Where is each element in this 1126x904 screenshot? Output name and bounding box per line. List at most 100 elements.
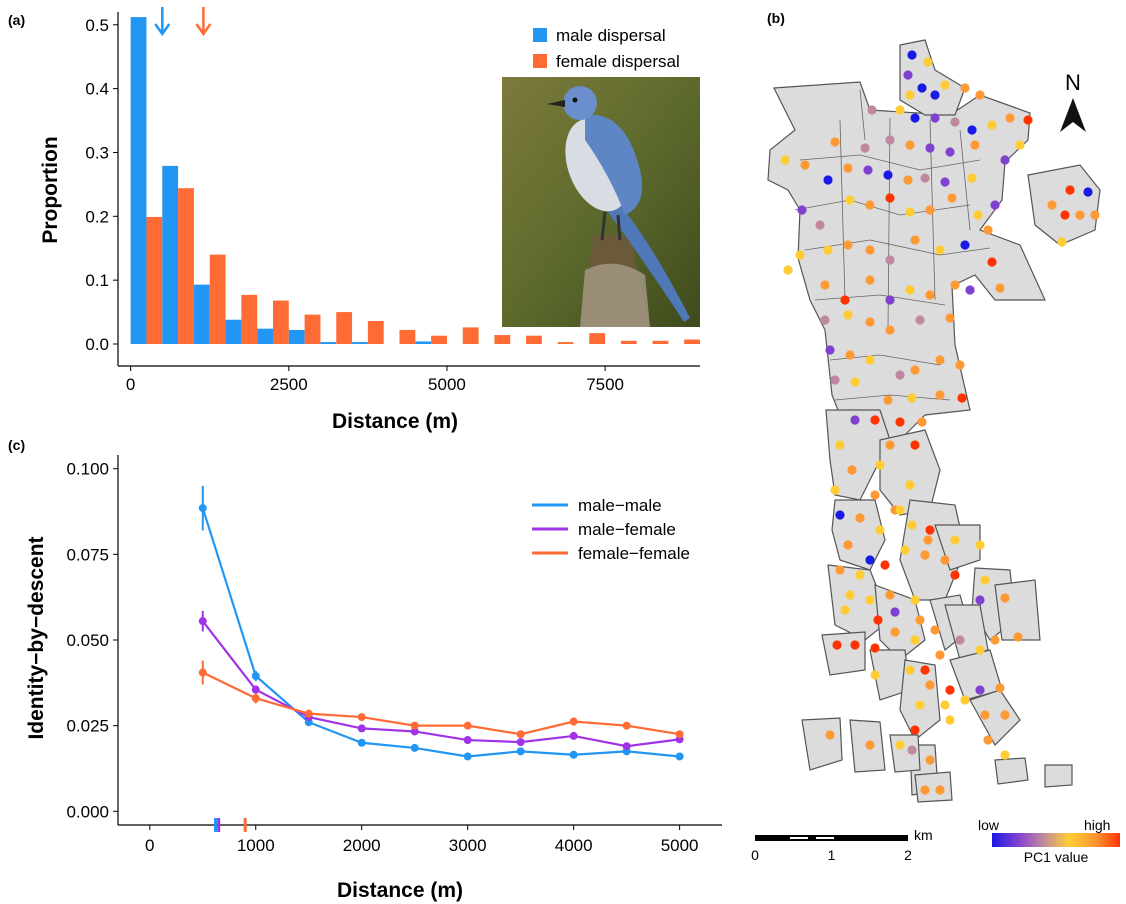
bar-female [557,342,574,344]
legend-swatch [533,28,547,42]
territory-pc1-point [950,280,960,290]
data-point [622,742,631,751]
x-tick-label: 0 [145,836,154,855]
scale-unit-label: km [914,827,933,843]
territory-pc1-point [780,155,790,165]
territory-pc1-point [843,163,853,173]
territory-pc1-point [795,250,805,260]
bar-female [209,254,226,344]
territory-boundary [839,119,846,301]
bar-female [589,333,606,344]
bird-legs [600,211,622,241]
scale-bar-gap [790,837,808,839]
bar-male [225,319,242,344]
territory-pc1-point [1083,187,1093,197]
bar-female [304,314,321,344]
territory-pc1-point [930,90,940,100]
territory-pc1-point [863,165,873,175]
data-point [516,730,525,739]
territory-pc1-point [920,665,930,675]
territory-pc1-point [903,70,913,80]
data-point [304,709,313,718]
data-point [357,724,366,733]
territory-pc1-point [907,745,917,755]
territory-pc1-point [935,785,945,795]
territory-pc1-point [1075,210,1085,220]
pc1-colorbar [992,833,1120,847]
bar-male [415,341,432,344]
y-tick-label: 0.000 [66,802,109,821]
territory-pc1-point [850,377,860,387]
bar-female [241,294,258,344]
scale-bar-gap [816,837,834,839]
data-point [675,730,684,739]
bird-beak [547,100,565,107]
y-axis-label: Identity−by−descent [25,536,48,739]
territory-pc1-point [835,510,845,520]
territory-pc1-point [867,105,877,115]
territory-pc1-point [865,595,875,605]
territory-pc1-point [940,80,950,90]
territory-pc1-point [797,205,807,215]
data-point [251,685,260,694]
bar-male [162,165,179,344]
territory-pc1-point [885,295,895,305]
territory-pc1-point [1015,140,1025,150]
y-tick-label: 0.050 [66,631,109,650]
territory-polygon [889,734,921,773]
data-point [251,671,260,680]
territory-map: N 0 1 2km low high PC1 value [751,39,1120,865]
territory-pc1-point [905,90,915,100]
y-tick-label: 0.2 [85,207,109,226]
bar-female [462,327,479,344]
data-point [569,717,578,726]
territory-pc1-point [910,725,920,735]
x-tick-label: 2500 [270,375,308,394]
territory-pc1-point [830,375,840,385]
territory-pc1-point [823,175,833,185]
territory-pc1-point [935,245,945,255]
territory-pc1-point [870,415,880,425]
territory-pc1-point [940,177,950,187]
panel-label-a: (a) [8,12,26,28]
territory-pc1-point [905,665,915,675]
y-tick-label: 0.100 [66,460,109,479]
territory-polygon [821,631,866,676]
territory-pc1-point [910,440,920,450]
legend-label: female−female [578,544,690,563]
territory-pc1-point [955,360,965,370]
legend-label: male dispersal [556,26,666,45]
territory-pc1-point [900,545,910,555]
bar-male [257,328,273,344]
territory-pc1-point [843,310,853,320]
bar-female [526,335,542,344]
territory-pc1-point [830,137,840,147]
territory-polygon [1027,164,1101,246]
territory-pc1-point [925,290,935,300]
territory-pc1-point [847,465,857,475]
north-arrow-icon [1060,98,1086,132]
territory-pc1-point [960,240,970,250]
legend-swatch [533,54,547,68]
territory-polygon [899,39,966,116]
territory-pc1-point [895,740,905,750]
territory-pc1-point [950,570,960,580]
x-tick-label: 5000 [428,375,466,394]
territory-pc1-point [845,195,855,205]
bird-head [563,86,597,120]
moss [580,263,650,327]
bar-female [494,335,511,344]
panel-label-b: (b) [767,10,785,26]
scale-tick-label: 1 [828,847,836,863]
bar-male [352,342,368,344]
territory-pc1-point [910,235,920,245]
territory-pc1-point [973,210,983,220]
territory-pc1-point [820,315,830,325]
territory-pc1-point [947,193,957,203]
territory-pc1-point [983,225,993,235]
territory-pc1-point [970,140,980,150]
territory-pc1-point [800,160,810,170]
territory-polygon [825,409,891,501]
territory-pc1-point [945,715,955,725]
legend-title: PC1 value [1024,849,1089,865]
